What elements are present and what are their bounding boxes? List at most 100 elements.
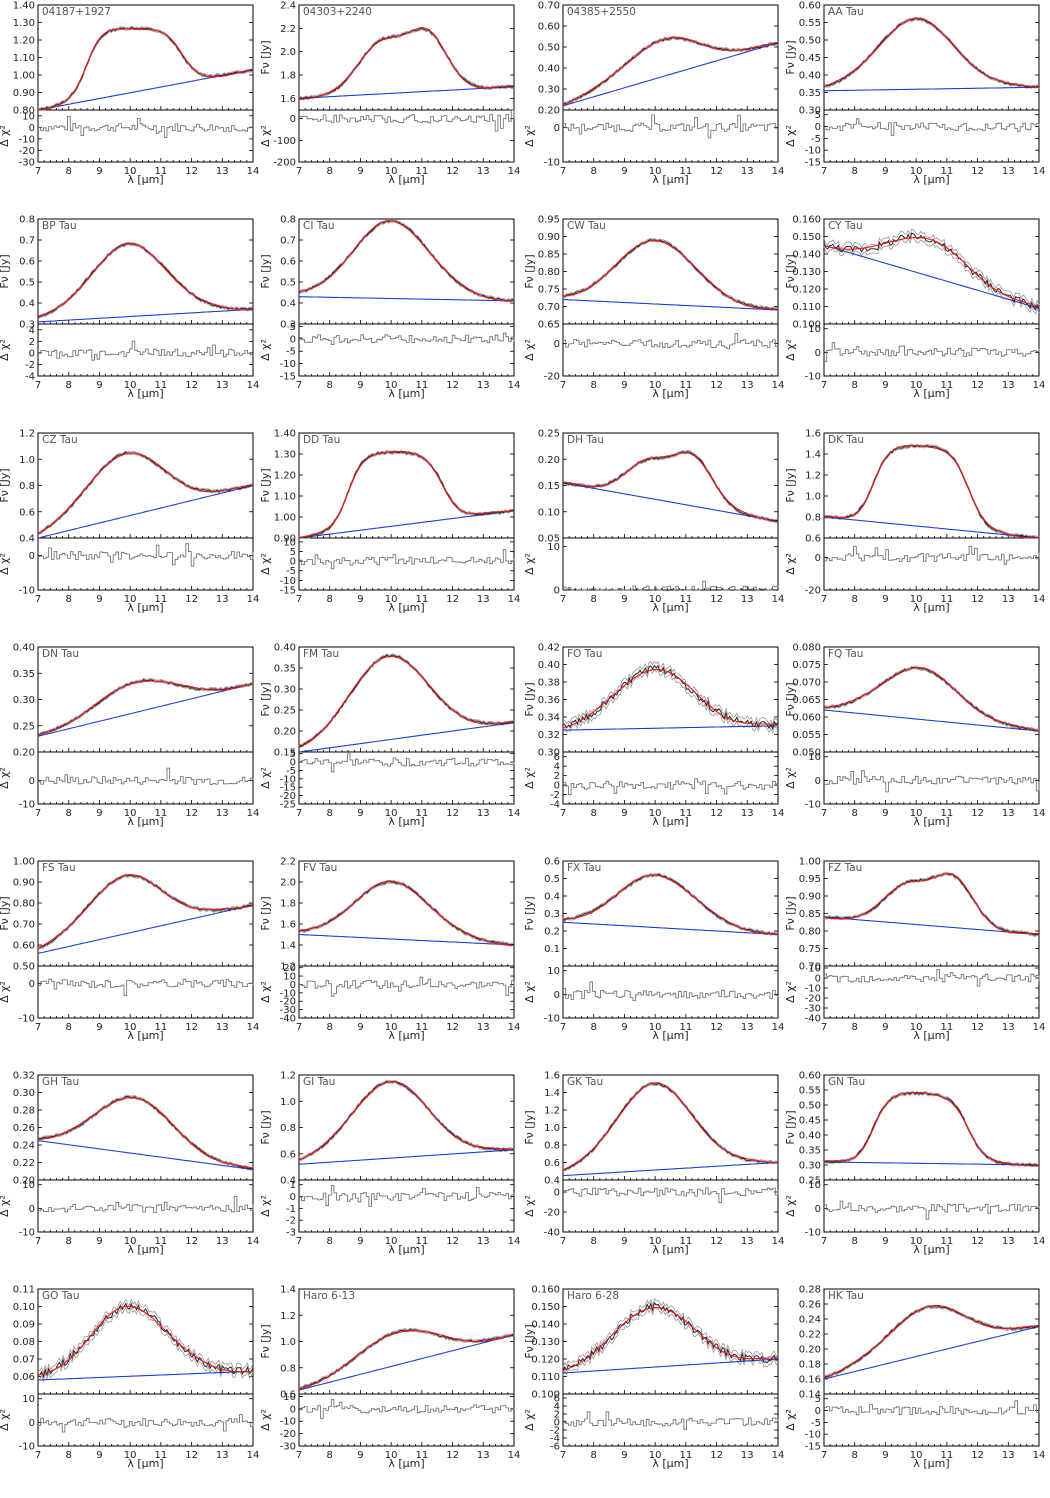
residual-tick-label: -2 bbox=[286, 1216, 296, 1227]
flux-tick-label: 0.5 bbox=[19, 278, 35, 289]
continuum-line bbox=[563, 725, 779, 731]
panel-title: CY Tau bbox=[828, 220, 863, 232]
x-tick-label: 12 bbox=[185, 1022, 198, 1033]
x-tick-label: 13 bbox=[741, 380, 754, 391]
x-tick-label: 14 bbox=[1033, 808, 1046, 819]
residual-tick-label: 10 bbox=[22, 1180, 35, 1191]
residual-tick-label: 0 bbox=[554, 586, 560, 597]
flux-tick-label: 0.65 bbox=[538, 320, 560, 331]
x-tick-label: 7 bbox=[560, 166, 566, 177]
x-tick-label: 12 bbox=[710, 166, 723, 177]
flux-tick-label: 0.35 bbox=[799, 88, 821, 99]
x-tick-label: 14 bbox=[772, 1450, 785, 1461]
residual-tick-label: 0 bbox=[29, 551, 35, 562]
observed-error-upper bbox=[563, 1081, 778, 1170]
model-spectrum bbox=[823, 667, 1040, 732]
observed-error-lower bbox=[823, 236, 1040, 315]
residual-tick-label: 10 bbox=[283, 537, 296, 548]
residual-frame bbox=[37, 1179, 254, 1233]
x-tick-label: 14 bbox=[1033, 1236, 1046, 1247]
x-tick-label: 8 bbox=[852, 1022, 858, 1033]
flux-tick-label: 0.2 bbox=[544, 927, 560, 938]
observed-error-upper bbox=[298, 1079, 515, 1159]
flux-tick-label: 1.2 bbox=[280, 1071, 296, 1082]
spectrum-panel: 7 8 9 10 11 12 13 141.21.41.61.82.02.220100-10-… bbox=[261, 857, 520, 1043]
residual-line bbox=[299, 332, 515, 345]
continuum-line bbox=[823, 86, 1039, 92]
x-tick-label: 13 bbox=[477, 808, 490, 819]
observed-spectrum bbox=[298, 1328, 515, 1390]
residual-tick-label: 5 bbox=[290, 749, 296, 760]
x-tick-label: 7 bbox=[821, 1450, 827, 1461]
residual-frame bbox=[37, 1393, 254, 1447]
residual-frame bbox=[298, 537, 515, 591]
residual-tick-label: -20 bbox=[280, 1429, 296, 1440]
x-tick-label: 14 bbox=[772, 1022, 785, 1033]
spectrum-panel: 7 8 9 10 11 12 13 14 0.4 0.6 0.8 1.0 1.2 1.4 1.6 0 -20 -4… bbox=[525, 1071, 784, 1257]
spectrum-panel: 7 8 9 10 11 12 13 14 0.05 0.10 0.15 0.20 0.25 10 0 DH T… bbox=[525, 429, 785, 615]
flux-tick-label: 1.20 bbox=[274, 471, 296, 482]
spectrum-panel: 7 8 9 10 11 12 13 14 0.20 0.25 0.30 0.35 0.40 0 -10 DN … bbox=[0, 643, 259, 829]
observed-error-lower bbox=[823, 1307, 1040, 1380]
residual-tick-label: -10 bbox=[280, 1417, 296, 1428]
residual-tick-label: -30 bbox=[805, 1004, 821, 1015]
flux-tick-label: 0.50 bbox=[538, 43, 560, 54]
x-tick-label: 10 bbox=[385, 166, 398, 177]
panel-title: FQ Tau bbox=[828, 648, 863, 660]
x-tick-label: 9 bbox=[96, 166, 102, 177]
model-spectrum bbox=[37, 680, 254, 736]
panel-title: GH Tau bbox=[42, 1076, 79, 1088]
panel-title: FM Tau bbox=[303, 648, 339, 660]
continuum-line bbox=[298, 722, 515, 753]
flux-tick-label: 0.8 bbox=[805, 513, 821, 524]
x-tick-label: 7 bbox=[560, 1450, 566, 1461]
residual-tick-label: 0 bbox=[290, 1192, 296, 1203]
residual-tick-label: 10 bbox=[808, 1180, 821, 1191]
residual-tick-label: -20 bbox=[805, 586, 821, 597]
flux-tick-label: 1.6 bbox=[544, 1071, 560, 1082]
flux-tick-label: 0.28 bbox=[13, 1106, 35, 1117]
residual-tick-label: 4 bbox=[554, 1402, 560, 1413]
x-tick-label: 13 bbox=[477, 166, 490, 177]
observed-spectrum bbox=[298, 654, 515, 748]
panel-title: DD Tau bbox=[303, 434, 340, 446]
flux-tick-label: 0.75 bbox=[538, 285, 560, 296]
flux-tick-label: 0.20 bbox=[13, 748, 35, 759]
continuum-line bbox=[562, 1358, 779, 1374]
flux-tick-label: 0.08 bbox=[13, 1337, 35, 1348]
flux-tick-label: 0.6 bbox=[280, 1149, 296, 1160]
flux-tick-label: 0.8 bbox=[280, 1123, 296, 1134]
x-tick-label: 12 bbox=[185, 166, 198, 177]
continuum-line bbox=[37, 683, 254, 737]
flux-tick-label: 0.34 bbox=[538, 713, 560, 724]
observed-spectrum bbox=[562, 1301, 779, 1372]
flux-tick-label: 0.24 bbox=[799, 1315, 821, 1326]
x-tick-label: 9 bbox=[621, 1236, 627, 1247]
x-tick-label: 8 bbox=[591, 1022, 597, 1033]
flux-tick-label: 0.055 bbox=[792, 730, 821, 741]
continuum-line bbox=[562, 1161, 779, 1177]
flux-tick-label: 0.22 bbox=[13, 1158, 35, 1169]
x-tick-label: 14 bbox=[772, 594, 785, 605]
residual-tick-label: -40 bbox=[805, 1014, 821, 1025]
flux-tick-label: 0.070 bbox=[792, 678, 821, 689]
x-tick-label: 8 bbox=[852, 1236, 858, 1247]
residual-tick-label: 10 bbox=[283, 1392, 296, 1403]
x-tick-label: 12 bbox=[971, 1022, 984, 1033]
residual-tick-label: -10 bbox=[280, 988, 296, 999]
flux-tick-label: 2.0 bbox=[280, 47, 296, 58]
flux-tick-label: 0.07 bbox=[13, 1355, 35, 1366]
x-tick-label: 12 bbox=[971, 166, 984, 177]
spectrum-panel: 7 8 9 10 11 12 13 14 0.20 0.22 0.24 0.26 0.28 0.30 0.3… bbox=[0, 1071, 259, 1257]
model-spectrum bbox=[37, 1305, 254, 1376]
observed-error-upper bbox=[298, 653, 515, 747]
residual-tick-label: 10 bbox=[808, 964, 821, 975]
flux-tick-label: 0.060 bbox=[792, 713, 821, 724]
residual-line bbox=[824, 342, 1040, 362]
flux-tick-label: 0.30 bbox=[274, 685, 296, 696]
flux-tick-label: 1.0 bbox=[280, 1337, 296, 1348]
x-axis-title: λ [μm] bbox=[652, 1243, 688, 1256]
residual-tick-label: 2 bbox=[554, 771, 560, 782]
residual-tick-label: 0 bbox=[290, 1404, 296, 1415]
residual-line bbox=[824, 1400, 1040, 1416]
